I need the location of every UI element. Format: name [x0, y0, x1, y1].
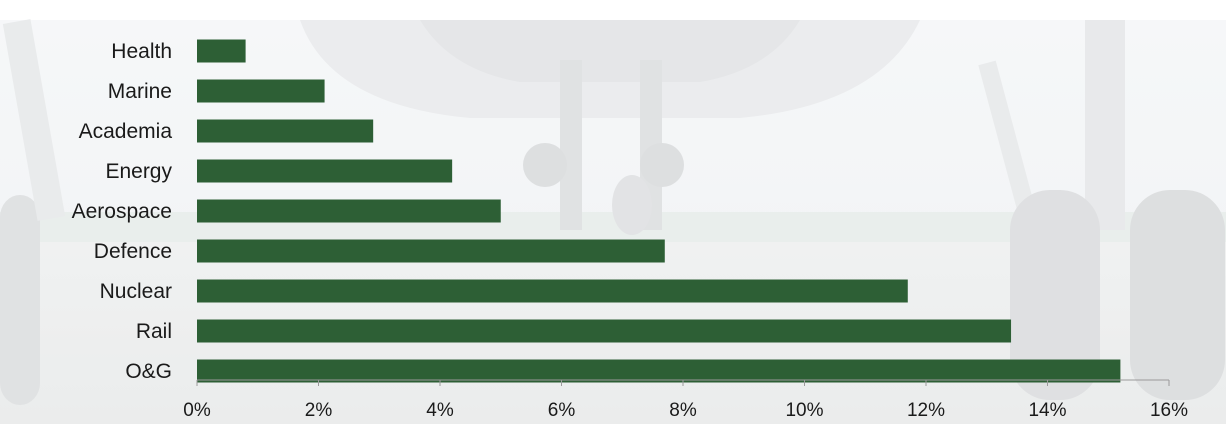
bar-academia: [197, 119, 374, 143]
bar-marine: [197, 79, 325, 103]
x-tick-label: 6%: [548, 400, 576, 421]
bar-o-g: [197, 359, 1121, 383]
category-label-energy: Energy: [105, 160, 172, 183]
x-tick-label: 12%: [907, 400, 945, 421]
category-label-health: Health: [111, 40, 172, 63]
bar-rail: [197, 319, 1012, 343]
category-label-academia: Academia: [79, 120, 173, 143]
category-label-rail: Rail: [136, 320, 172, 343]
bar-health: [197, 39, 246, 63]
category-label-o-g: O&G: [125, 360, 172, 383]
bar-nuclear: [197, 279, 908, 303]
x-tick-label: 2%: [305, 400, 333, 421]
bar-aerospace: [197, 199, 501, 223]
x-tick-label: 14%: [1028, 400, 1066, 421]
category-label-defence: Defence: [94, 240, 172, 263]
x-tick-label: 16%: [1150, 400, 1188, 421]
x-tick-label: 0%: [183, 400, 211, 421]
bar-energy: [197, 159, 453, 183]
category-label-aerospace: Aerospace: [72, 200, 172, 223]
x-tick-label: 4%: [426, 400, 454, 421]
plot-area: [197, 39, 1121, 383]
category-label-nuclear: Nuclear: [100, 280, 172, 303]
category-label-marine: Marine: [108, 80, 172, 103]
y-axis: Health Marine Academia Energy Aerospace Defen…: [72, 40, 173, 383]
x-axis: 0% 2% 4% 6% 8% 10% 12% 14% 16%: [183, 379, 1188, 421]
bar-defence: [197, 239, 665, 263]
x-tick-label: 10%: [785, 400, 823, 421]
x-tick-label: 8%: [669, 400, 697, 421]
